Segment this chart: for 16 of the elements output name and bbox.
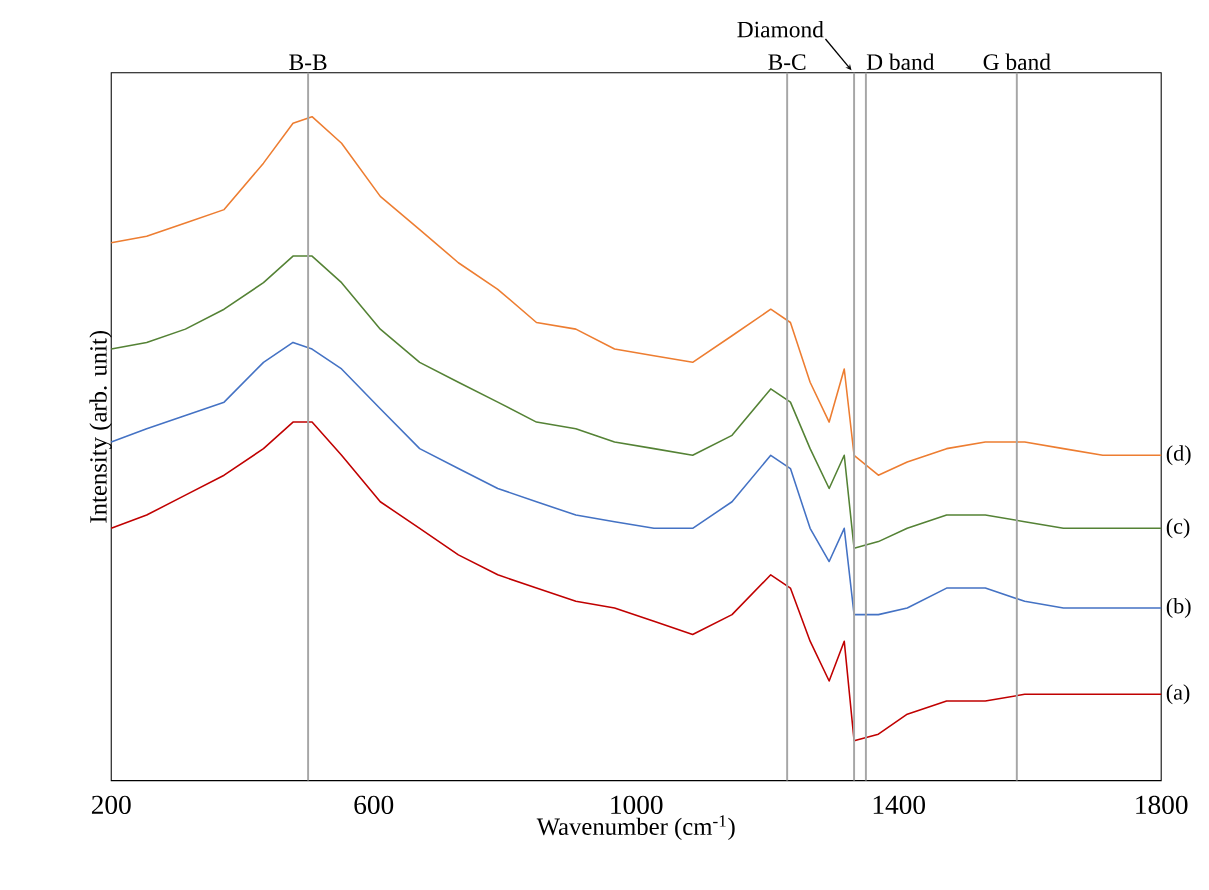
ref-line-label: D band: [866, 53, 935, 71]
series-label: (c): [1166, 518, 1190, 539]
x-tick-label: 1000: [611, 795, 663, 815]
x-axis-title: Wavenumber (cm$^{-1}$): [536, 815, 735, 841]
series-label: (b): [1166, 598, 1191, 619]
x-tick-label: 200: [91, 795, 131, 815]
ref-line-label: Diamond: [737, 21, 824, 38]
ref-line-label: G band: [983, 53, 1051, 71]
x-tick-label: 1400: [873, 795, 925, 815]
x-tick-label: 1800: [1136, 795, 1188, 815]
ref-line-label: B-C: [768, 54, 806, 71]
ref-line-label: B-B: [289, 54, 327, 71]
y-axis-title: Intensity (arb. unit): [89, 331, 112, 523]
series-label: (d): [1166, 445, 1191, 466]
x-tick-label: 600: [354, 795, 394, 815]
series-label: (a): [1166, 684, 1190, 705]
